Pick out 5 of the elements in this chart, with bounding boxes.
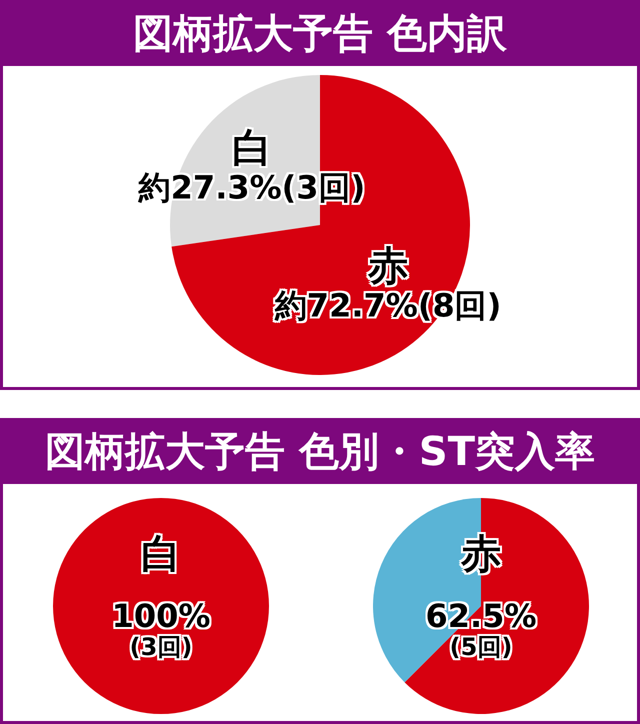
slice-label: 赤: [366, 243, 410, 290]
chart-title: 図柄拡大予告 色別・ST突入率: [0, 418, 640, 484]
chart-title: 図柄拡大予告 色内訳: [0, 0, 640, 66]
data-label: 100%(3回): [112, 597, 210, 662]
text: 白: [141, 530, 181, 580]
